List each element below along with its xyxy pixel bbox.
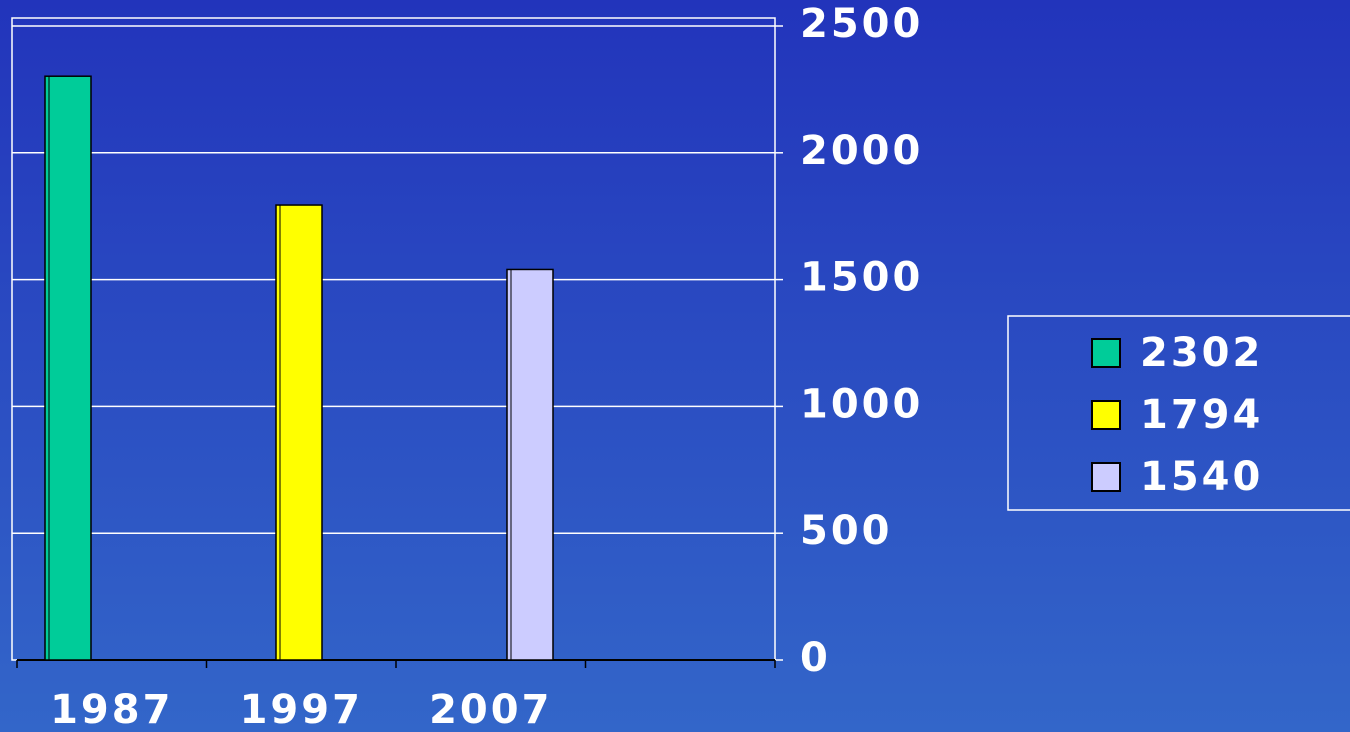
legend-swatch	[1091, 400, 1121, 430]
legend-label: 1794	[1140, 392, 1263, 438]
y-tick-label: 0	[800, 635, 831, 681]
bar	[506, 268, 554, 661]
y-tick-label: 2500	[800, 1, 923, 47]
legend-label: 1540	[1140, 454, 1263, 500]
y-tick-label: 1000	[800, 381, 923, 427]
bar	[44, 75, 92, 661]
x-tick-label: 1987	[50, 687, 173, 732]
x-tick-label: 1997	[240, 687, 363, 732]
y-tick-label: 2000	[800, 128, 923, 174]
legend-swatch	[1091, 462, 1121, 492]
legend-label: 2302	[1140, 330, 1263, 376]
legend-swatch	[1091, 338, 1121, 368]
x-tick-label: 2007	[429, 687, 552, 732]
bar	[275, 204, 323, 661]
legend-box	[1007, 315, 1350, 511]
y-tick-label: 1500	[800, 255, 923, 301]
y-tick-label: 500	[800, 508, 893, 554]
